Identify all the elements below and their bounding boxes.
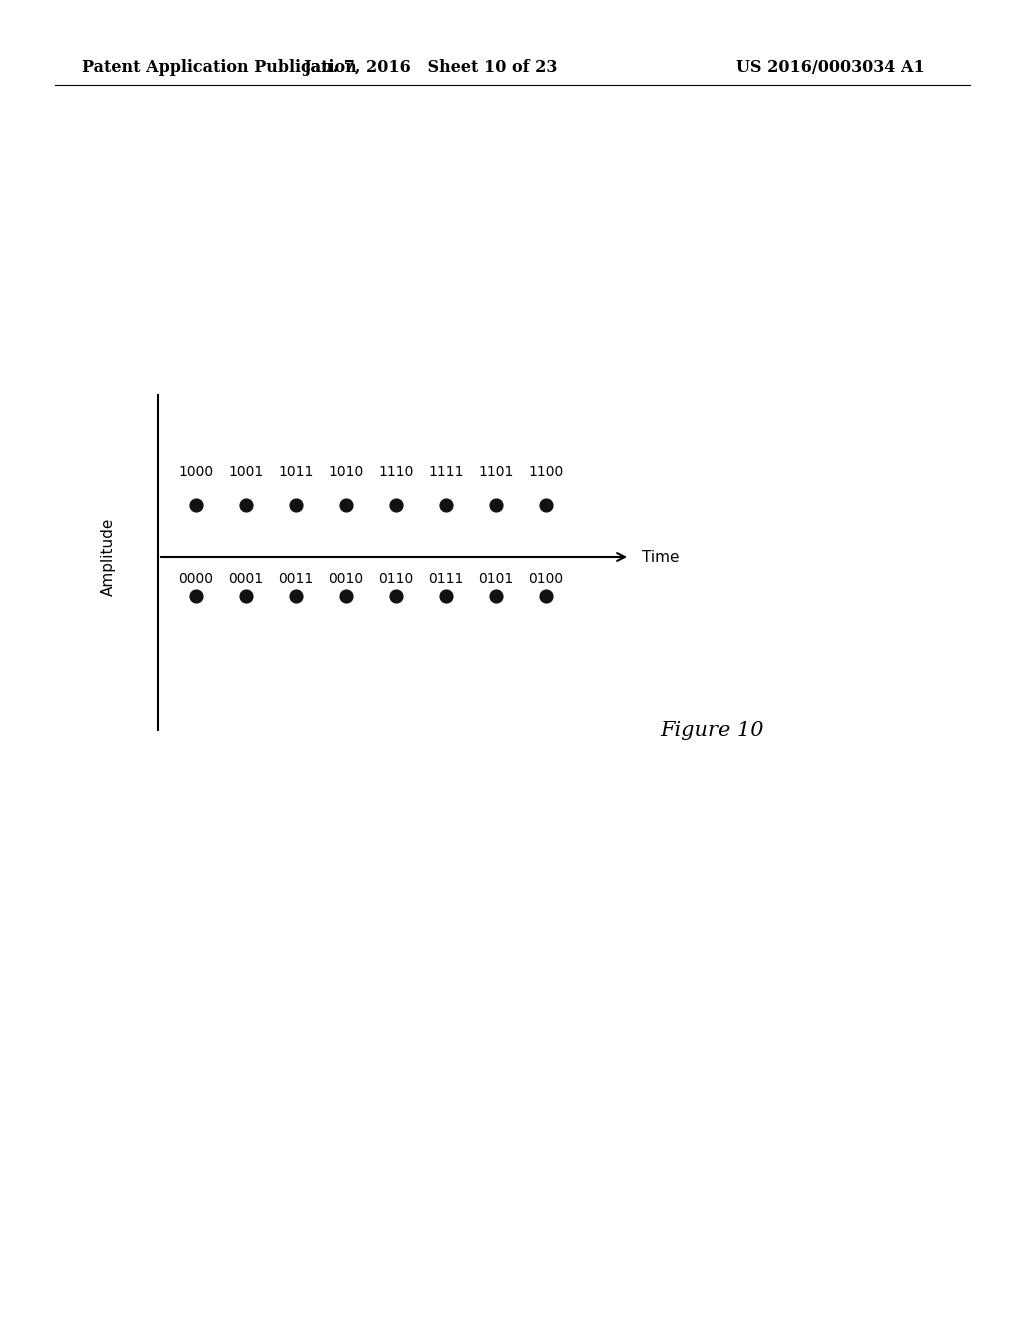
Text: 1100: 1100: [528, 465, 563, 479]
Point: [238, 586, 254, 607]
Point: [338, 495, 354, 516]
Text: US 2016/0003034 A1: US 2016/0003034 A1: [735, 59, 925, 77]
Point: [288, 586, 304, 607]
Point: [438, 586, 455, 607]
Text: Patent Application Publication: Patent Application Publication: [82, 59, 356, 77]
Point: [238, 495, 254, 516]
Point: [438, 495, 455, 516]
Point: [487, 495, 504, 516]
Text: 1101: 1101: [478, 465, 514, 479]
Text: 1010: 1010: [329, 465, 364, 479]
Point: [187, 495, 204, 516]
Point: [338, 586, 354, 607]
Text: Jan. 7, 2016   Sheet 10 of 23: Jan. 7, 2016 Sheet 10 of 23: [303, 59, 557, 77]
Text: 1110: 1110: [378, 465, 414, 479]
Text: 0010: 0010: [329, 572, 364, 586]
Text: 1001: 1001: [228, 465, 263, 479]
Text: 1111: 1111: [428, 465, 464, 479]
Point: [487, 586, 504, 607]
Text: Time: Time: [642, 549, 680, 565]
Point: [388, 495, 404, 516]
Text: 0100: 0100: [528, 572, 563, 586]
Point: [538, 586, 554, 607]
Text: 0111: 0111: [428, 572, 464, 586]
Text: 0011: 0011: [279, 572, 313, 586]
Text: Amplitude: Amplitude: [100, 517, 116, 597]
Point: [388, 586, 404, 607]
Point: [288, 495, 304, 516]
Text: 0000: 0000: [178, 572, 213, 586]
Text: 0101: 0101: [478, 572, 514, 586]
Point: [187, 586, 204, 607]
Text: 0110: 0110: [379, 572, 414, 586]
Text: 1011: 1011: [279, 465, 313, 479]
Text: 0001: 0001: [228, 572, 263, 586]
Text: Figure 10: Figure 10: [660, 721, 764, 739]
Text: 1000: 1000: [178, 465, 214, 479]
Point: [538, 495, 554, 516]
